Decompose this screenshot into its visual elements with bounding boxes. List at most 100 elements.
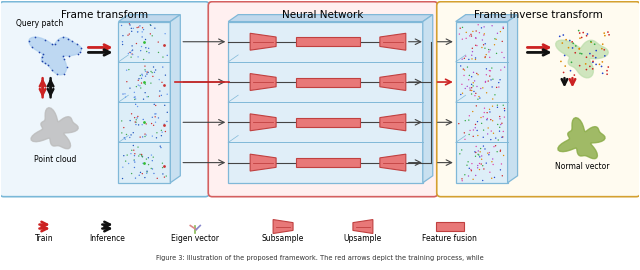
Point: [476, 26, 486, 30]
Point: [137, 123, 147, 127]
Point: [148, 123, 159, 127]
Point: [469, 89, 479, 94]
Point: [140, 68, 150, 72]
Point: [484, 50, 494, 54]
Point: [464, 132, 474, 137]
Point: [565, 69, 575, 73]
Polygon shape: [423, 15, 433, 183]
Point: [577, 35, 587, 40]
Point: [465, 86, 475, 90]
Point: [146, 81, 156, 85]
Point: [152, 131, 162, 135]
Point: [484, 74, 495, 78]
Point: [147, 153, 157, 157]
Point: [130, 151, 140, 156]
Bar: [436, 222, 464, 231]
Polygon shape: [118, 15, 180, 22]
Point: [134, 25, 144, 29]
Point: [497, 135, 507, 139]
Point: [483, 151, 493, 155]
Point: [465, 128, 475, 133]
Point: [52, 38, 63, 42]
Point: [128, 143, 138, 148]
Point: [132, 30, 143, 34]
Point: [36, 59, 47, 63]
Point: [143, 94, 154, 99]
Point: [131, 176, 141, 180]
Point: [481, 73, 492, 77]
Point: [488, 162, 499, 167]
Point: [476, 86, 486, 91]
Point: [35, 50, 45, 54]
Point: [470, 126, 481, 130]
Point: [131, 120, 141, 124]
Point: [158, 55, 168, 59]
Point: [133, 55, 143, 59]
Point: [484, 170, 495, 174]
Point: [588, 54, 598, 58]
Point: [154, 50, 164, 55]
Point: [575, 31, 585, 35]
Point: [455, 152, 465, 156]
Point: [138, 28, 148, 32]
Point: [498, 135, 508, 139]
Point: [559, 70, 569, 75]
Point: [498, 25, 508, 29]
Point: [135, 135, 145, 139]
Point: [40, 38, 50, 42]
Point: [473, 72, 483, 77]
Point: [484, 48, 494, 52]
Point: [460, 131, 470, 135]
Text: Upsample: Upsample: [344, 234, 382, 244]
Point: [157, 172, 168, 176]
Point: [133, 145, 143, 149]
Point: [157, 161, 168, 165]
Point: [157, 166, 168, 170]
Bar: [296, 118, 360, 127]
Point: [67, 39, 77, 43]
Point: [484, 55, 495, 59]
Point: [585, 64, 595, 69]
Point: [135, 73, 145, 78]
Point: [467, 75, 477, 79]
Point: [485, 69, 495, 73]
Point: [159, 103, 170, 107]
Point: [588, 67, 598, 71]
Point: [157, 65, 168, 69]
Point: [485, 48, 495, 52]
Point: [490, 37, 500, 41]
Point: [140, 176, 150, 180]
Text: Neural Network: Neural Network: [282, 10, 364, 20]
Point: [556, 59, 566, 63]
Point: [131, 85, 141, 89]
Point: [127, 29, 137, 33]
Point: [141, 171, 152, 176]
Point: [467, 161, 477, 166]
Point: [147, 134, 157, 138]
Point: [490, 43, 500, 47]
Text: Query patch: Query patch: [15, 19, 63, 28]
Point: [492, 85, 502, 90]
Point: [126, 26, 136, 31]
Point: [474, 31, 484, 35]
Point: [157, 80, 167, 85]
Point: [557, 41, 568, 45]
Point: [480, 42, 490, 46]
Point: [134, 123, 144, 127]
Point: [140, 90, 150, 95]
Point: [473, 23, 483, 27]
Point: [468, 177, 478, 181]
Point: [147, 158, 157, 163]
Point: [466, 32, 476, 36]
Point: [122, 68, 132, 72]
Point: [129, 165, 140, 170]
Point: [118, 42, 128, 47]
Point: [160, 73, 170, 77]
Point: [479, 128, 489, 132]
Point: [118, 92, 128, 96]
Point: [157, 130, 167, 134]
Point: [154, 116, 164, 120]
Point: [116, 119, 127, 123]
Point: [467, 49, 477, 54]
Point: [573, 28, 584, 33]
